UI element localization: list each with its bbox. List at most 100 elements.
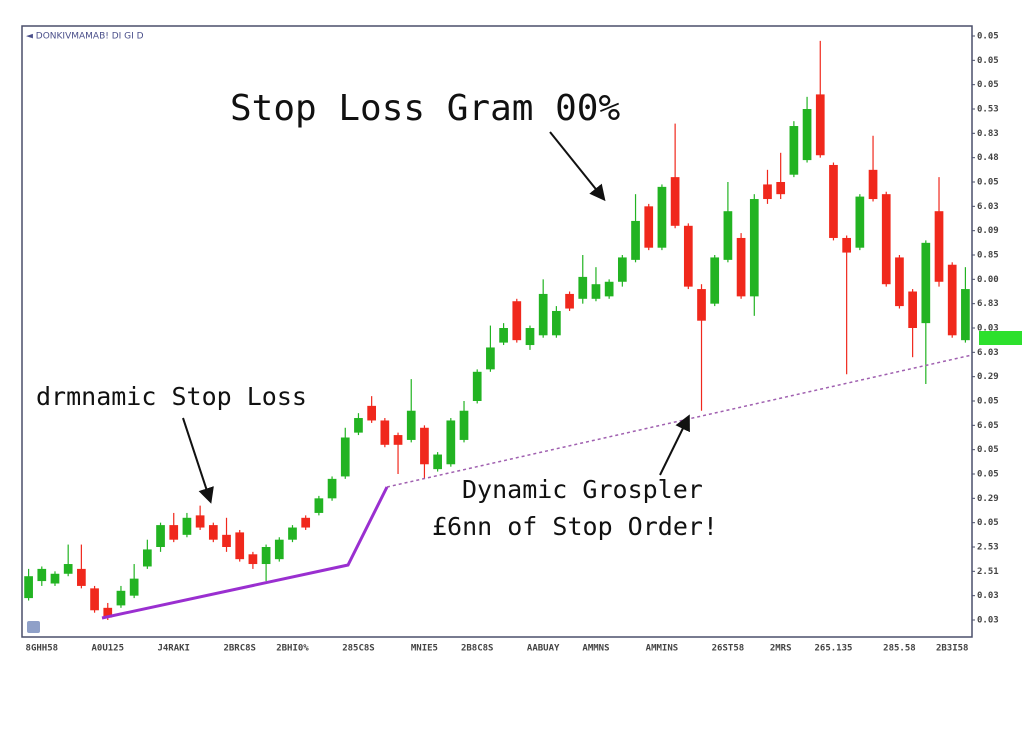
x-tick-label: 2B3I58 [936, 644, 969, 654]
y-tick-label: 6.03 [977, 348, 999, 358]
candle-body [393, 435, 403, 445]
x-tick-label: 2BRC8S [223, 644, 256, 654]
candle-body [538, 293, 548, 336]
marks [24, 40, 970, 620]
candle-body [921, 242, 931, 324]
candle-body [670, 177, 680, 226]
candle-body [736, 237, 746, 297]
candle-body [631, 220, 640, 260]
candle-body [499, 328, 508, 343]
candle-body [749, 199, 759, 297]
y-tick-label: 0.05 [977, 518, 999, 528]
candle-body [604, 281, 614, 297]
candle-body [697, 289, 706, 321]
y-tick-label: 2.51 [977, 567, 999, 577]
candle-body [261, 547, 271, 565]
y-tick-label: 0.29 [977, 372, 999, 382]
plot-frame [21, 25, 973, 638]
candle-body [829, 164, 838, 238]
arrow [182, 417, 214, 504]
candle-body [776, 182, 786, 195]
candle-body [842, 237, 852, 253]
legend-text: ◄ DONKIVMAMAB! DI GI D [26, 32, 144, 42]
candle-body [472, 371, 482, 401]
y-tick-label: 6.83 [977, 299, 999, 309]
y-tick-label: 6.03 [977, 202, 999, 212]
y-tick-label: 0.05 [977, 470, 999, 480]
candle-body [327, 478, 337, 499]
candle-body [947, 264, 957, 336]
candle-body [235, 532, 245, 560]
trend-line [101, 486, 389, 620]
candle-body [723, 211, 733, 260]
x-tick-label: AABUAY [527, 644, 560, 654]
candle-body [525, 328, 535, 346]
y-tick-label: 0.29 [977, 494, 999, 504]
candle-body [420, 427, 429, 465]
stop-line [386, 354, 973, 488]
candle-body [129, 578, 139, 596]
x-tick-label: MNIE5 [411, 644, 438, 654]
annotation: drmnamic Stop Loss [36, 382, 307, 411]
x-tick-label: AMMINS [646, 644, 679, 654]
y-tick-label: 0.03 [977, 591, 999, 601]
candle-body [103, 607, 113, 618]
candle-body [37, 568, 47, 582]
candle-body [815, 94, 825, 156]
candle-body [354, 418, 363, 433]
candle-body [63, 564, 73, 574]
x-tick-label: 26ST58 [712, 644, 745, 654]
candle-body [156, 525, 165, 547]
x-tick-label: 285.58 [883, 644, 916, 654]
x-tick-label: 265.135 [814, 644, 852, 654]
candle-body [578, 276, 588, 299]
candle-body [908, 291, 917, 328]
candle-body [314, 498, 324, 513]
candle-body [24, 576, 33, 599]
x-tick-label: 285C8S [342, 644, 375, 654]
candle-body [406, 410, 416, 440]
candle-body [50, 573, 60, 584]
x-tick-label: 2MRS [770, 644, 792, 654]
candle-body [459, 410, 469, 440]
candle-body [274, 539, 284, 560]
candle-body [90, 588, 99, 611]
candle-body [433, 454, 442, 470]
candle-body [710, 257, 720, 304]
candle-body [802, 109, 812, 161]
y-tick-label: 0.05 [977, 80, 999, 90]
y-tick-label: 0.05 [977, 445, 999, 455]
y-tick-label: 0.03 [977, 616, 999, 626]
candle-body [380, 420, 390, 445]
x-tick-label: AMMNS [582, 644, 609, 654]
y-tick-label: 0.83 [977, 129, 999, 139]
candle-body [208, 525, 218, 540]
candle-body [248, 554, 258, 565]
candle-body [301, 517, 311, 528]
arrow [659, 414, 690, 476]
candle-body [512, 301, 522, 341]
candle-body [789, 126, 799, 175]
candle-body [565, 293, 574, 309]
annotation: Dynamic Grospler [462, 475, 703, 504]
candle-body [934, 211, 944, 282]
y-tick-label: 0.53 [977, 105, 999, 115]
title: Stop Loss Gram 00% [230, 88, 620, 129]
x-tick-label: 2B8C8S [461, 644, 494, 654]
candle-body [446, 420, 456, 465]
y-tick-label: 0.03 [977, 324, 999, 334]
candle-body [552, 310, 561, 336]
arrow [549, 131, 606, 202]
candle-body [222, 534, 231, 547]
y-tick-label: 0.85 [977, 251, 999, 261]
candle-body [855, 196, 865, 248]
candle-body [116, 590, 126, 606]
candle-body [763, 184, 772, 200]
candle-body [288, 527, 297, 540]
candle-body [367, 405, 377, 421]
y-tick-label: 0.09 [977, 226, 999, 236]
candle-body [657, 186, 667, 248]
candle-body [169, 525, 179, 540]
x-tick-label: 8GHH58 [26, 644, 59, 654]
